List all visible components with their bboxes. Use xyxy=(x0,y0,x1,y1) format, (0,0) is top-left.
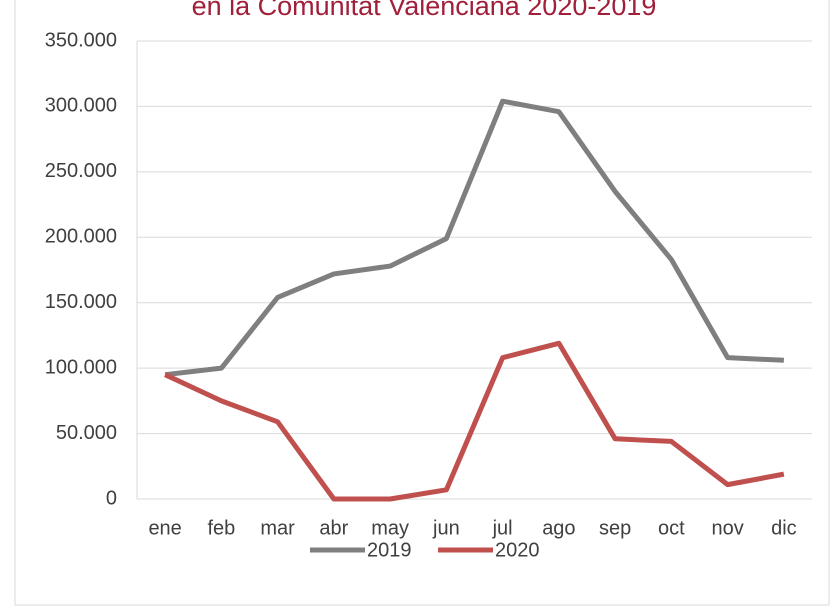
x-tick-label: ene xyxy=(148,517,181,539)
y-tick-label: 50.000 xyxy=(56,422,117,444)
x-tick-label: may xyxy=(371,517,409,539)
x-tick-label: jul xyxy=(492,517,513,539)
y-tick-label: 250.000 xyxy=(45,160,117,182)
x-tick-label: mar xyxy=(260,517,295,539)
line-series xyxy=(164,98,784,378)
y-tick-label: 150.000 xyxy=(45,291,117,313)
y-tick-label: 300.000 xyxy=(45,95,117,117)
legend-label: 2019 xyxy=(367,539,412,561)
y-tick-label: 200.000 xyxy=(45,226,117,248)
x-tick-label: sep xyxy=(599,517,631,539)
y-tick-label: 0 xyxy=(106,487,117,509)
chart-title: en la Comunitat Valenciana 2020-2019 xyxy=(192,0,657,21)
legend-label: 2020 xyxy=(495,539,540,561)
x-tick-label: dic xyxy=(771,517,797,539)
y-tick-label: 350.000 xyxy=(45,29,117,51)
x-tick-label: jun xyxy=(432,517,460,539)
y-tick-label: 100.000 xyxy=(45,356,117,378)
x-tick-label: oct xyxy=(658,517,685,539)
x-tick-label: abr xyxy=(319,517,348,539)
x-tick-label: feb xyxy=(207,517,235,539)
x-tick-label: nov xyxy=(712,517,744,539)
line-series xyxy=(164,340,785,502)
x-tick-label: ago xyxy=(542,517,575,539)
